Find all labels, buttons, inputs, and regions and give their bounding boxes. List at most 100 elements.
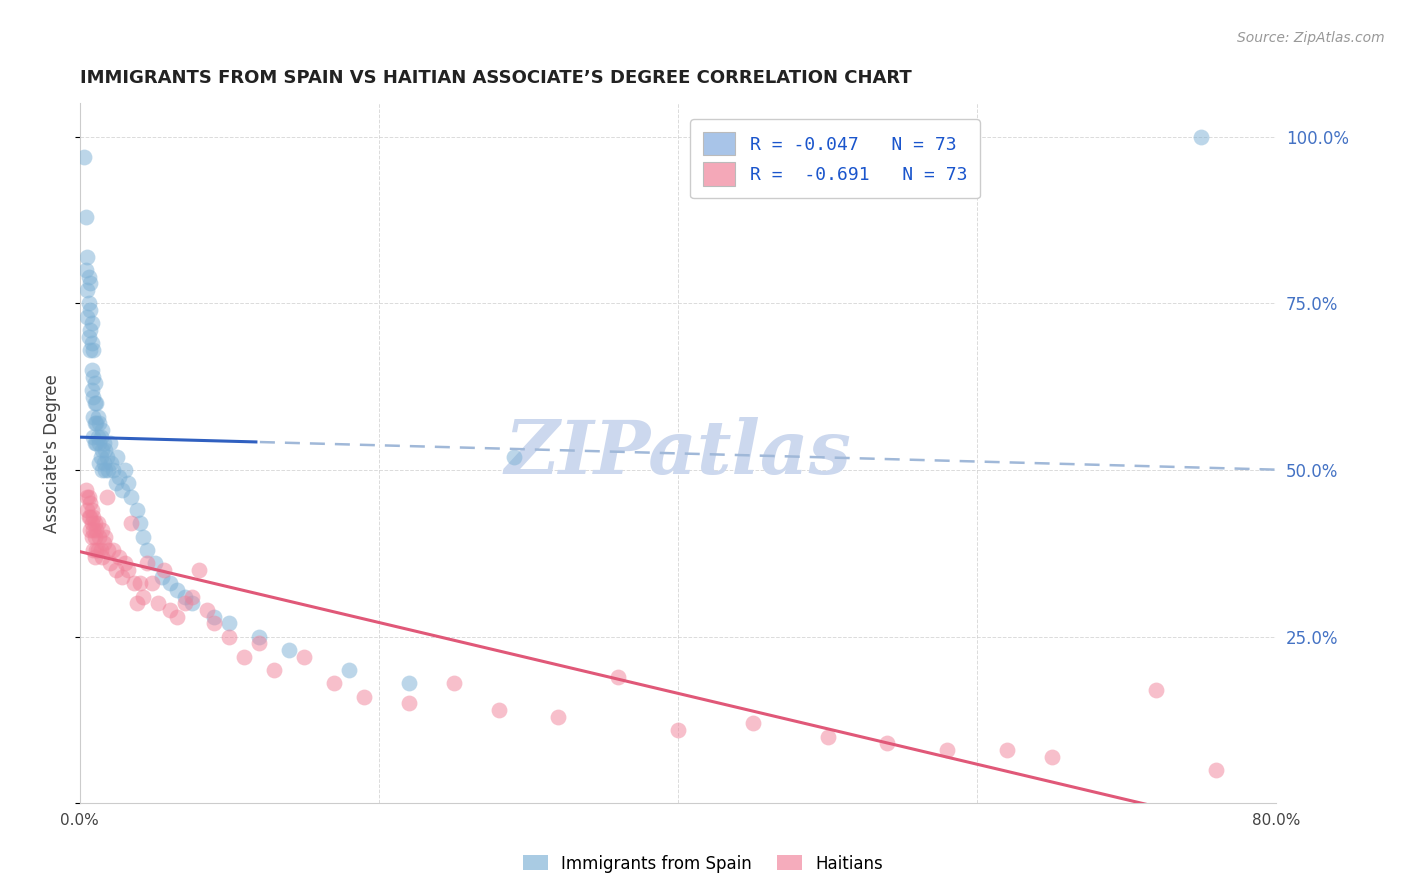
Point (87, 516, 110, 531)
Point (80, 363, 103, 377)
Point (82, 523, 104, 537)
Point (398, 696, 420, 710)
Point (89, 530, 111, 544)
Point (90, 450, 112, 464)
Point (104, 476, 127, 491)
Point (166, 582, 188, 597)
Point (150, 569, 173, 583)
Point (86, 417, 108, 431)
Point (104, 563, 127, 577)
Point (204, 609, 226, 624)
Point (80, 516, 103, 531)
Point (76, 310, 98, 324)
Point (91, 463, 114, 477)
Point (79, 523, 101, 537)
Point (120, 516, 142, 531)
Point (502, 450, 524, 464)
Point (96, 450, 118, 464)
Point (995, 743, 1018, 757)
Point (83, 376, 105, 391)
Point (83, 396, 105, 410)
Point (91, 442, 114, 457)
Point (233, 649, 256, 664)
Point (76, 503, 98, 517)
Point (82, 369, 104, 384)
Point (666, 723, 689, 737)
Point (77, 296, 100, 310)
Point (77, 490, 100, 504)
Point (337, 663, 360, 677)
Point (87, 409, 110, 424)
Point (96, 490, 118, 504)
Point (143, 556, 166, 570)
Point (80, 530, 103, 544)
Point (89, 456, 111, 470)
Point (82, 409, 104, 424)
Point (195, 603, 218, 617)
Point (1040, 749, 1063, 764)
Point (75, 483, 97, 497)
Point (188, 563, 211, 577)
Point (131, 590, 153, 604)
Point (166, 609, 188, 624)
Point (218, 616, 240, 631)
Point (278, 643, 301, 657)
Point (114, 556, 136, 570)
Point (1205, 763, 1227, 777)
Point (128, 576, 150, 591)
Point (101, 463, 124, 477)
Point (173, 590, 195, 604)
Point (86, 436, 108, 450)
Point (97, 543, 120, 558)
Point (101, 543, 124, 558)
Text: Source: ZipAtlas.com: Source: ZipAtlas.com (1237, 31, 1385, 45)
Point (105, 450, 128, 464)
Point (1189, 129, 1212, 144)
Point (82, 343, 104, 357)
Point (82, 509, 104, 524)
Point (86, 523, 108, 537)
Y-axis label: Associate's Degree: Associate's Degree (44, 374, 60, 533)
Point (79, 509, 101, 524)
Point (323, 676, 346, 690)
Point (181, 590, 204, 604)
Point (122, 576, 145, 591)
Text: IMMIGRANTS FROM SPAIN VS HAITIAN ASSOCIATE’S DEGREE CORRELATION CHART: IMMIGRANTS FROM SPAIN VS HAITIAN ASSOCIA… (80, 69, 911, 87)
Point (77, 269, 100, 284)
Text: ZIPatlas: ZIPatlas (505, 417, 852, 490)
Point (128, 516, 150, 531)
Point (146, 596, 169, 610)
Point (98, 556, 121, 570)
Point (107, 549, 129, 564)
Point (73, 150, 96, 164)
Point (263, 663, 285, 677)
Point (90, 543, 112, 558)
Point (77, 509, 100, 524)
Point (91, 423, 114, 437)
Point (83, 417, 105, 431)
Point (83, 530, 105, 544)
Point (87, 429, 110, 443)
Point (79, 303, 101, 318)
Point (83, 436, 105, 450)
Point (80, 316, 103, 330)
Point (83, 516, 105, 531)
Point (86, 396, 108, 410)
Point (247, 630, 270, 644)
Point (82, 429, 104, 443)
Point (876, 736, 898, 750)
Point (98, 436, 121, 450)
Point (80, 336, 103, 351)
Point (120, 490, 142, 504)
Point (93, 456, 115, 470)
Point (136, 556, 159, 570)
Point (152, 563, 174, 577)
Point (77, 329, 100, 343)
Point (93, 436, 115, 450)
Point (1146, 682, 1168, 697)
Point (89, 417, 111, 431)
Point (86, 543, 108, 558)
Point (75, 210, 97, 224)
Point (353, 690, 375, 704)
Point (111, 483, 134, 497)
